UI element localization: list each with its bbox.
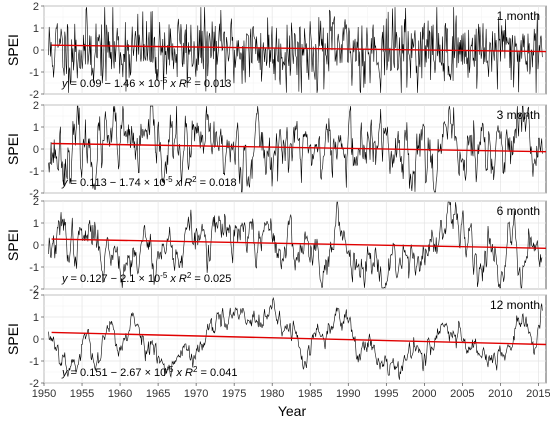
- x-tick-label: 1990: [336, 388, 360, 400]
- x-tick-label: 1955: [70, 388, 94, 400]
- panel-3: -2 -1 0 1 2 SPEI 6 month y = 0.127 − 2.1 × 10-5…: [5, 196, 547, 296]
- panel-label: 3 month: [497, 108, 540, 122]
- x-tick-label: 1960: [108, 388, 132, 400]
- y-tick-label: -1: [29, 166, 39, 178]
- x-tick-label: 1995: [374, 388, 398, 400]
- x-tick-label: 1980: [260, 388, 284, 400]
- y-tick-label: 0: [33, 240, 39, 252]
- y-tick-label: 2: [33, 196, 39, 208]
- y-tick-label: 2: [33, 1, 39, 13]
- panel-2: -2 -1 0 1 2 SPEI 3 month y = 0.113 − 1.74 × 10-…: [5, 100, 547, 200]
- y-tick-label: 2: [33, 290, 39, 302]
- y-tick-label: 1: [33, 122, 39, 134]
- y-tick-label: -2: [29, 284, 39, 296]
- y-tick-label: -1: [29, 67, 39, 79]
- y-tick-label: -1: [29, 262, 39, 274]
- x-tick-label: 1965: [146, 388, 170, 400]
- x-tick-label: 1985: [298, 388, 322, 400]
- x-axis: 1950 1955 1960 1965 1970 1975 1980 1985 1990 1995…: [32, 383, 550, 400]
- regression-equation: y = 0.151 − 2.67 × 10-5 x R2 = 0.041: [61, 365, 238, 379]
- panel-label: 12 month: [490, 298, 540, 312]
- regression-equation: y = 0.09 − 1.46 × 10-5 x R2 = 0.013: [61, 76, 231, 90]
- x-tick-label: 1975: [222, 388, 246, 400]
- spei-series-line: [48, 296, 543, 380]
- x-tick-label: 2000: [412, 388, 436, 400]
- trend-line: [51, 44, 547, 53]
- y-tick-label: -1: [29, 356, 39, 368]
- trend-line: [51, 331, 547, 346]
- y-axis-title: SPEI: [5, 34, 21, 66]
- spei-series-line: [48, 7, 543, 93]
- panel-label: 6 month: [497, 204, 540, 218]
- x-tick-label: 1970: [184, 388, 208, 400]
- y-axis-title: SPEI: [5, 133, 21, 165]
- x-tick-label: 2010: [488, 388, 512, 400]
- y-tick-label: 0: [33, 144, 39, 156]
- y-tick-label: 2: [33, 100, 39, 112]
- y-tick-label: 1: [33, 312, 39, 324]
- y-axis-title: SPEI: [5, 229, 21, 261]
- panel-4: -2 -1 0 1 2 SPEI 12 month y = 0.151 − 2.67 × 10…: [5, 290, 547, 390]
- trend-line: [51, 238, 547, 249]
- x-tick-label: 2015: [526, 388, 550, 400]
- y-tick-label: -2: [29, 378, 39, 390]
- panel-1: -2 -1 0 1 2 SPEI 1 month y = 0.09 − 1.46 × 10-5…: [5, 1, 547, 101]
- y-tick-label: -2: [29, 89, 39, 101]
- y-tick-label: 1: [33, 23, 39, 35]
- panels: -2 -1 0 1 2 SPEI 1 month y = 0.09 − 1.46 × 10-5…: [5, 1, 547, 390]
- x-tick-label: 2005: [450, 388, 474, 400]
- y-axis-title: SPEI: [5, 323, 21, 355]
- x-axis-title: Year: [278, 403, 307, 419]
- regression-equation: y = 0.113 − 1.74 × 10-5 x R2 = 0.018: [61, 175, 237, 189]
- panel-label: 1 month: [497, 9, 540, 23]
- y-tick-label: 0: [33, 45, 39, 57]
- trend-line: [51, 142, 547, 153]
- y-tick-label: 0: [33, 334, 39, 346]
- y-tick-label: 1: [33, 218, 39, 230]
- regression-equation: y = 0.127 − 2.1 × 10-5 x R2 = 0.025: [61, 271, 231, 285]
- x-tick-label: 1950: [32, 388, 56, 400]
- y-tick-label: -2: [29, 188, 39, 200]
